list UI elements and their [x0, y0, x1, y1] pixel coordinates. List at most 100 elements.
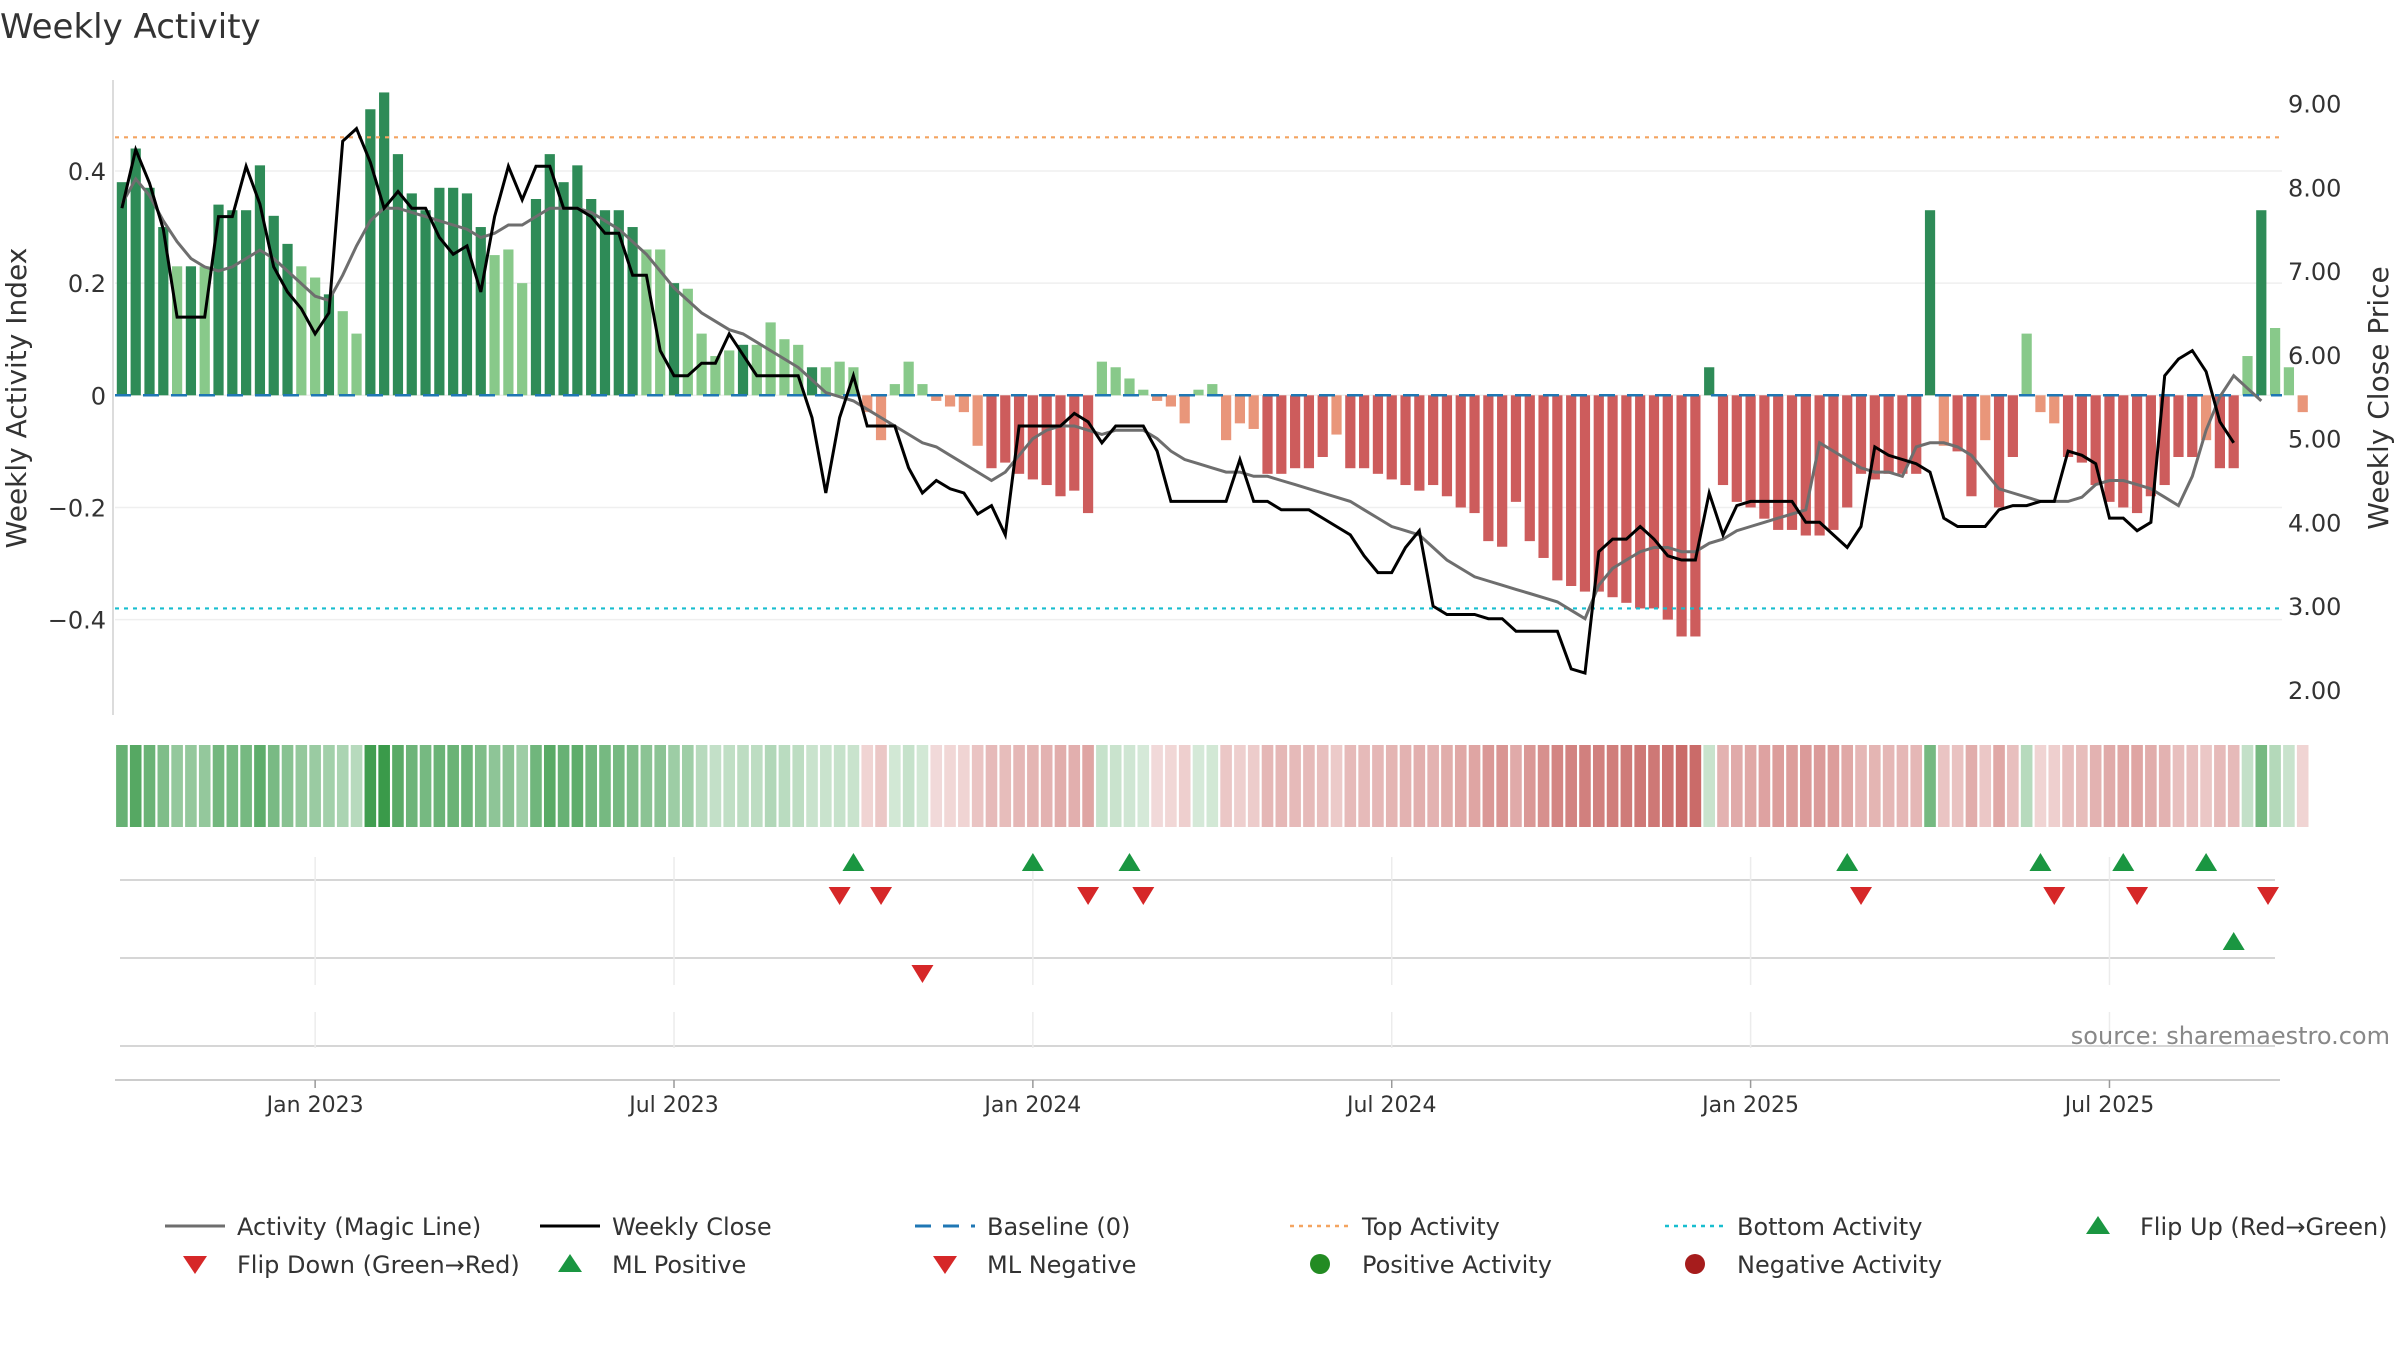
activity-bar [1138, 389, 1149, 396]
right-axis-tick-label: 8.00 [2288, 174, 2341, 202]
heat-cell [295, 745, 308, 827]
activity-bar [889, 384, 900, 396]
activity-bar [655, 249, 666, 396]
flip-down-marker [1850, 887, 1873, 905]
activity-bar [820, 367, 831, 396]
heat-cell [1841, 745, 1854, 827]
activity-bar [517, 283, 528, 396]
activity-bar [986, 395, 997, 469]
activity-bar [241, 210, 252, 396]
heat-cell [2089, 745, 2102, 827]
activity-bar [144, 187, 155, 396]
heat-cell [1731, 745, 1743, 827]
heat-cell [875, 745, 887, 827]
activity-bar [1552, 395, 1563, 581]
heat-cell [1648, 745, 1660, 827]
activity-bar [1248, 395, 1259, 429]
heat-cell [1427, 745, 1439, 827]
heat-cell [1040, 745, 1053, 827]
activity-bar [2214, 395, 2225, 469]
x-tick-label: Jul 2024 [1345, 1093, 1437, 1118]
activity-bar [737, 344, 749, 396]
heat-cell [1261, 745, 1274, 827]
heat-cell [1551, 745, 1564, 827]
activity-bar [544, 154, 555, 396]
activity-bar [2187, 395, 2198, 457]
legend-circle-red-icon [1685, 1254, 1705, 1274]
activity-bar [1676, 395, 1687, 637]
heat-cell [1592, 745, 1605, 827]
heat-cell [2283, 745, 2295, 827]
activity-bar [489, 255, 500, 396]
heat-cell [1275, 745, 1288, 827]
heat-cell [543, 745, 556, 827]
heat-cell [1786, 745, 1798, 827]
heat-cell [364, 745, 377, 827]
activity-bar [1414, 395, 1425, 491]
heat-cell [668, 745, 680, 827]
activity-bar [1069, 395, 1080, 491]
activity-bar [2256, 210, 2267, 396]
legend-label: Activity (Magic Line) [237, 1213, 481, 1241]
activity-bar [1359, 395, 1370, 469]
heat-cell [1744, 745, 1757, 827]
activity-bar [1428, 395, 1439, 486]
activity-bar [434, 187, 445, 396]
heat-cell [2048, 745, 2061, 827]
signal-panel: source: sharemaestro.com [115, 853, 2390, 1081]
flip-down-marker [1077, 887, 1100, 905]
heat-cell [971, 745, 984, 827]
activity-bar [1110, 367, 1121, 396]
heat-cell [116, 745, 128, 827]
flip-down-marker [870, 887, 893, 905]
heat-cell [792, 745, 805, 827]
activity-bar [627, 227, 638, 396]
activity-bar [944, 395, 956, 407]
heat-cell [889, 745, 901, 827]
heat-cell [1620, 745, 1633, 827]
heat-cell [1372, 745, 1384, 827]
heat-cell [1675, 745, 1688, 827]
heat-cell [1289, 745, 1301, 827]
heat-cell [806, 745, 818, 827]
ml-positive-marker [2222, 932, 2245, 950]
flip-down-marker [2126, 887, 2149, 905]
heat-cell [1606, 745, 1619, 827]
heat-cell [1247, 745, 1260, 827]
heat-cell [640, 745, 653, 827]
heat-cell [1358, 745, 1370, 827]
activity-bar [1082, 395, 1094, 514]
heat-cell [350, 745, 363, 827]
activity-bar [751, 344, 762, 396]
heat-cell [1634, 745, 1646, 827]
legend-label: Flip Down (Green→Red) [237, 1251, 520, 1279]
heat-cell [612, 745, 625, 827]
x-tick-label: Jul 2023 [627, 1093, 719, 1118]
heat-cell [447, 745, 459, 827]
activity-bar [1469, 395, 1480, 514]
activity-bar [765, 322, 776, 396]
activity-bar [1952, 395, 1963, 452]
activity-bar [1234, 395, 1246, 424]
activity-bar [1179, 395, 1190, 424]
activity-bar [406, 193, 417, 396]
weekly-close-line [120, 126, 2235, 676]
heat-cell [1661, 745, 1674, 827]
activity-bar [917, 384, 928, 396]
flip-up-marker [1021, 853, 1044, 871]
activity-bar [1510, 395, 1522, 502]
heat-cell [1027, 745, 1039, 827]
activity-bar [268, 215, 279, 396]
heat-cell [1717, 745, 1729, 827]
heat-cell [1482, 745, 1495, 827]
legend-label: Negative Activity [1737, 1251, 1942, 1279]
heat-cell [1330, 745, 1343, 827]
activity-bars [116, 92, 2308, 637]
heat-cell [1178, 745, 1191, 827]
heat-cell [1565, 745, 1577, 827]
heat-cell [2131, 745, 2143, 827]
activity-bar [448, 187, 459, 396]
activity-bar [213, 204, 224, 396]
heat-cell [1054, 745, 1067, 827]
heat-cell [1951, 745, 1964, 827]
